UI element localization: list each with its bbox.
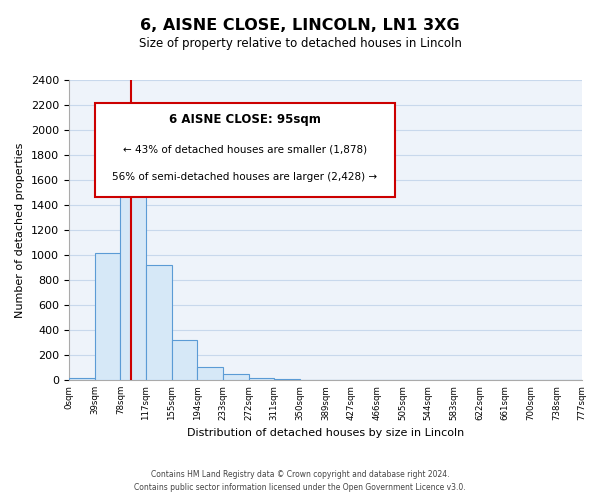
Bar [223, 374, 248, 380]
Text: ← 43% of detached houses are smaller (1,878): ← 43% of detached houses are smaller (1,… [122, 145, 367, 155]
Y-axis label: Number of detached properties: Number of detached properties [16, 142, 25, 318]
Text: Size of property relative to detached houses in Lincoln: Size of property relative to detached ho… [139, 38, 461, 51]
Bar [172, 340, 197, 380]
Text: 56% of semi-detached houses are larger (2,428) →: 56% of semi-detached houses are larger (… [112, 172, 377, 182]
Bar [248, 378, 274, 380]
Text: 6 AISNE CLOSE: 95sqm: 6 AISNE CLOSE: 95sqm [169, 113, 320, 126]
Bar [95, 252, 121, 380]
Bar [121, 142, 146, 380]
Text: Contains HM Land Registry data © Crown copyright and database right 2024.
Contai: Contains HM Land Registry data © Crown c… [134, 470, 466, 492]
FancyBboxPatch shape [95, 102, 395, 197]
Bar [69, 378, 95, 380]
Text: 6, AISNE CLOSE, LINCOLN, LN1 3XG: 6, AISNE CLOSE, LINCOLN, LN1 3XG [140, 18, 460, 32]
X-axis label: Distribution of detached houses by size in Lincoln: Distribution of detached houses by size … [187, 428, 464, 438]
Bar [146, 265, 172, 380]
Bar [197, 367, 223, 380]
